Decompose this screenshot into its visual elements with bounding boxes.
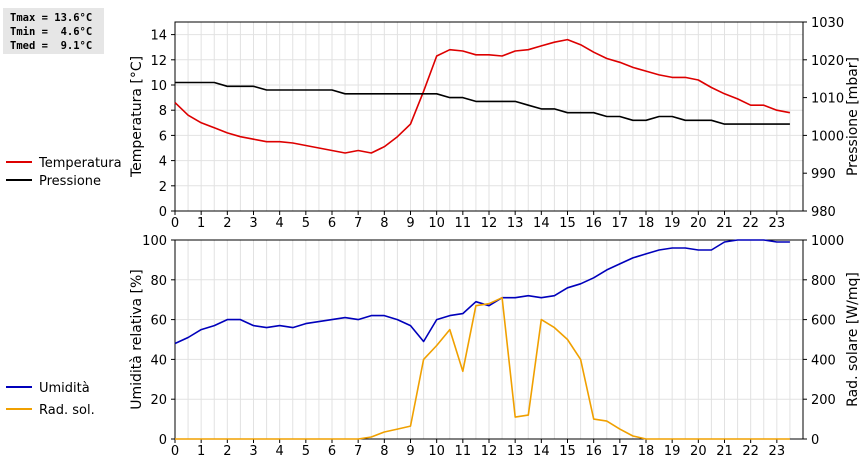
x-tick-label: 17 (612, 216, 629, 231)
y-tick-label-left: 100 (142, 234, 167, 249)
x-tick-label: 11 (455, 216, 472, 231)
y-tick-label-right: 0 (811, 433, 819, 448)
series-line-2-2 (175, 296, 790, 440)
stat-tmax: Tmax = 13.6°C (10, 12, 93, 24)
x-tick-label: 8 (380, 444, 388, 459)
x-tick-label: 15 (559, 216, 576, 231)
x-tick-label: 9 (406, 216, 414, 231)
y-tick-label-right: 1000 (811, 129, 844, 144)
x-tick-label: 7 (354, 444, 362, 459)
y-tick-label-left: 8 (159, 104, 167, 119)
y-axis-label-left: Umidità relativa [%] (129, 269, 145, 410)
y-axis-label-right: Rad. solare [W/mq] (845, 272, 860, 407)
x-tick-label: 7 (354, 216, 362, 231)
x-tick-label: 13 (507, 444, 524, 459)
chart-panel-1: 0 1 2 3 4 5 6 7 8 9 10 11 12 13 14 15 16 17 18 19 20 21 22 2302… (6, 16, 860, 231)
x-tick-label: 8 (380, 216, 388, 231)
x-tick-label: 17 (612, 444, 629, 459)
x-tick-label: 5 (302, 444, 310, 459)
chart-panel-2: 0 1 2 3 4 5 6 7 8 9 10 11 12 13 14 15 16 17 18 19 20 21 22 2302… (6, 234, 860, 459)
x-tick-label: 10 (428, 444, 445, 459)
y-tick-label-right: 1000 (811, 234, 844, 249)
y-tick-label-left: 0 (159, 205, 167, 220)
series-line-2-1 (174, 239, 790, 345)
y-tick-label-left: 2 (159, 180, 167, 195)
x-tick-label: 9 (406, 444, 414, 459)
y-tick-label-left: 14 (150, 29, 167, 44)
y-tick-label-right: 980 (811, 205, 836, 220)
y-tick-label-right: 1030 (811, 16, 844, 31)
x-tick-label: 18 (638, 444, 655, 459)
y-tick-label-right: 1010 (811, 92, 844, 107)
series-line-1-2 (175, 81, 790, 125)
y-tick-label-left: 60 (150, 314, 167, 329)
x-tick-label: 3 (249, 216, 257, 231)
y-tick-label-left: 80 (150, 274, 167, 289)
y-tick-label-left: 4 (159, 155, 167, 170)
y-tick-label-right: 600 (811, 314, 836, 329)
legend-label: Umidità (39, 381, 90, 396)
x-tick-label: 15 (559, 444, 576, 459)
x-tick-label: 11 (455, 444, 472, 459)
x-tick-label: 21 (716, 216, 733, 231)
x-tick-label: 10 (428, 216, 445, 231)
x-tick-label: 1 (197, 444, 205, 459)
x-tick-label: 0 (171, 444, 179, 459)
y-tick-label-right: 800 (811, 274, 836, 289)
x-tick-label: 23 (769, 444, 786, 459)
x-tick-label: 12 (481, 444, 498, 459)
x-tick-label: 13 (507, 216, 524, 231)
x-tick-label: 21 (716, 444, 733, 459)
x-tick-label: 2 (223, 216, 231, 231)
x-tick-label: 2 (223, 444, 231, 459)
stat-tmin: Tmin = 4.6°C (10, 26, 93, 38)
x-tick-label: 22 (742, 444, 759, 459)
stat-tmed: Tmed = 9.1°C (10, 40, 93, 52)
x-tick-label: 18 (638, 216, 655, 231)
x-tick-label: 20 (690, 444, 707, 459)
x-tick-label: 12 (481, 216, 498, 231)
x-tick-label: 22 (742, 216, 759, 231)
y-tick-label-right: 200 (811, 393, 836, 408)
y-tick-label-right: 400 (811, 353, 836, 368)
series-line-1-1 (174, 38, 791, 154)
stats-box: Tmax = 13.6°C Tmin = 4.6°C Tmed = 9.1°C (3, 8, 104, 54)
x-tick-label: 16 (585, 444, 602, 459)
y-tick-label-left: 12 (150, 54, 167, 69)
y-tick-label-left: 6 (159, 129, 167, 144)
y-axis-label-left: Temperatura [°C] (129, 56, 145, 178)
y-tick-label-right: 990 (811, 167, 836, 182)
legend-label: Rad. sol. (39, 403, 95, 418)
y-tick-label-left: 0 (159, 433, 167, 448)
x-tick-label: 4 (276, 444, 284, 459)
legend-label: Pressione (39, 174, 101, 189)
y-tick-label-right: 1020 (811, 54, 844, 69)
x-tick-label: 14 (533, 444, 550, 459)
x-tick-label: 5 (302, 216, 310, 231)
x-tick-label: 0 (171, 216, 179, 231)
x-tick-label: 23 (769, 216, 786, 231)
x-tick-label: 16 (585, 216, 602, 231)
x-tick-label: 14 (533, 216, 550, 231)
y-tick-label-left: 10 (150, 79, 167, 94)
x-tick-label: 6 (328, 444, 336, 459)
x-tick-label: 3 (249, 444, 257, 459)
legend-label: Temperatura (38, 156, 122, 171)
y-tick-label-left: 20 (150, 393, 167, 408)
x-tick-label: 19 (664, 444, 681, 459)
y-tick-label-left: 40 (150, 353, 167, 368)
x-tick-label: 4 (276, 216, 284, 231)
x-tick-label: 1 (197, 216, 205, 231)
x-tick-label: 6 (328, 216, 336, 231)
x-tick-label: 19 (664, 216, 681, 231)
x-tick-label: 20 (690, 216, 707, 231)
y-axis-label-right: Pressione [mbar] (845, 57, 860, 176)
